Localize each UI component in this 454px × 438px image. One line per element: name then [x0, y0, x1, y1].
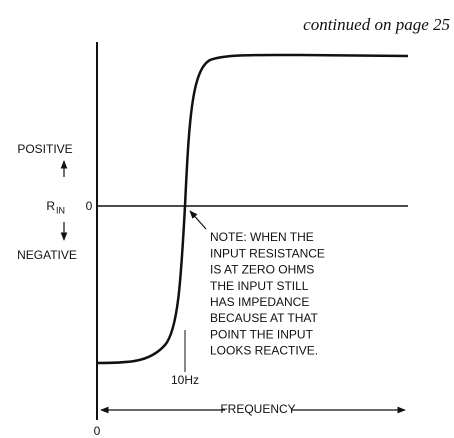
- note-arrow: [189, 210, 207, 230]
- note-line: HAS IMPEDANCE: [210, 295, 309, 309]
- note-line: POINT THE INPUT: [210, 327, 314, 341]
- note-line: THE INPUT STILL: [210, 279, 309, 293]
- r-subscript: IN: [56, 205, 65, 215]
- note: NOTE: WHEN THE INPUT RESISTANCE IS AT ZERO…: [210, 230, 325, 357]
- note-line: INPUT RESISTANCE: [210, 246, 325, 260]
- r-label: R: [46, 199, 55, 213]
- marker-label: 10Hz: [171, 373, 199, 387]
- zero-x-label: 0: [94, 424, 101, 438]
- positive-label: POSITIVE: [17, 142, 72, 156]
- note-line: BECAUSE AT THAT: [210, 311, 318, 325]
- frequency-label: FREQUENCY: [220, 402, 295, 416]
- negative-label: NEGATIVE: [17, 248, 77, 262]
- note-line: IS AT ZERO OHMS: [210, 263, 314, 277]
- zero-y-label: 0: [86, 199, 93, 213]
- note-line: LOOKS REACTIVE.: [210, 344, 318, 358]
- note-line: NOTE: WHEN THE: [210, 230, 314, 244]
- continued-note: continued on page 25: [303, 15, 450, 34]
- curve: [96, 53, 409, 365]
